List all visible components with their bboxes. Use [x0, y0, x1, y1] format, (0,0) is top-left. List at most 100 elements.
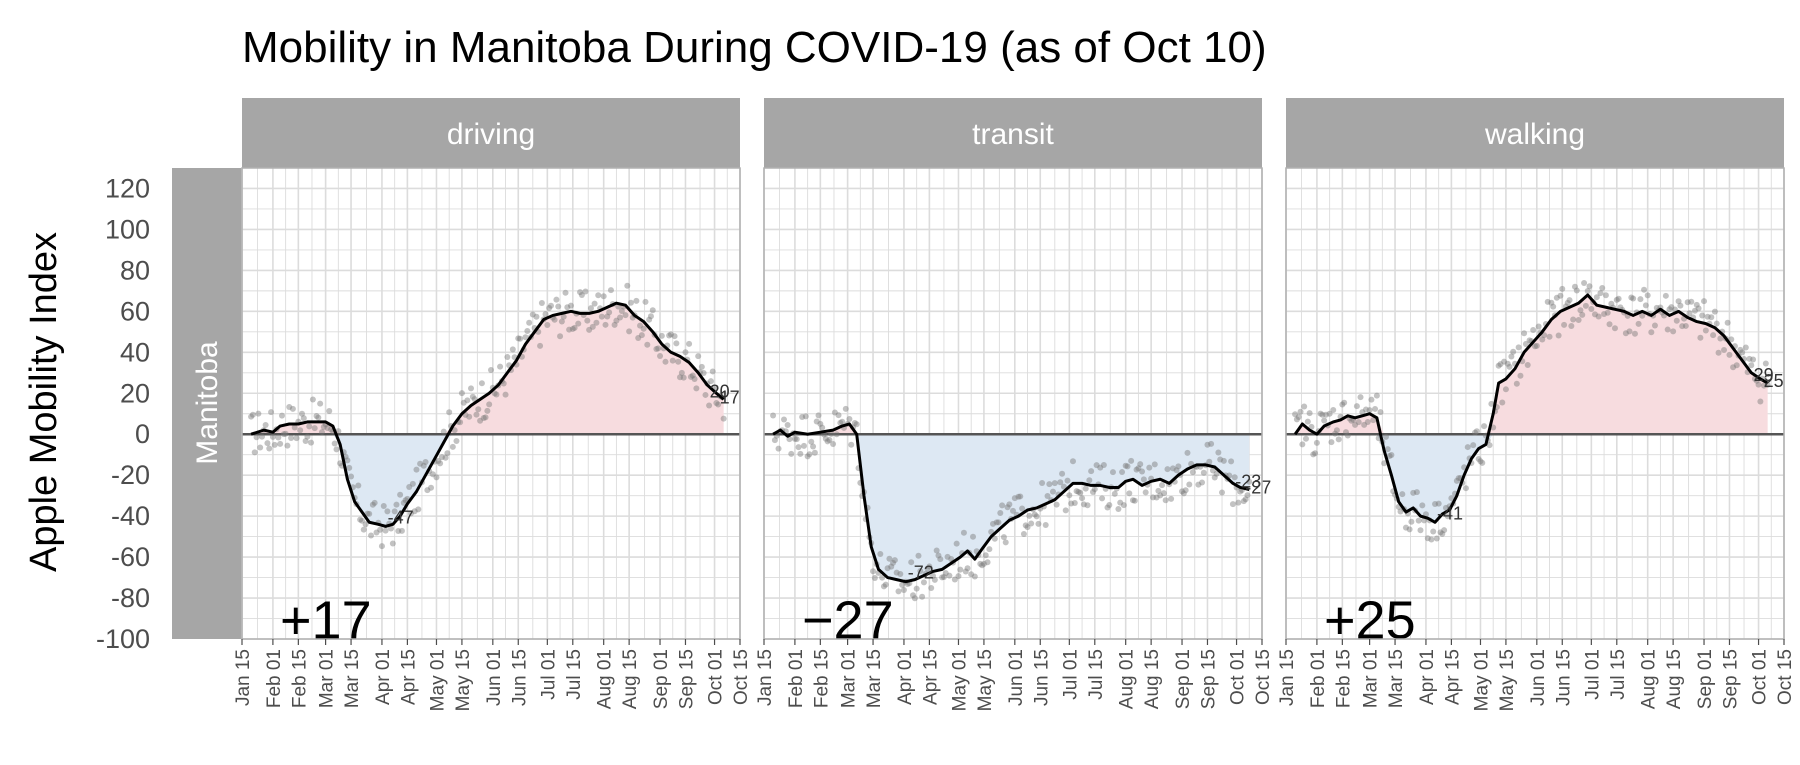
daily-point: [1111, 490, 1118, 497]
daily-point: [331, 440, 338, 447]
end-value-label: 25: [1764, 371, 1784, 391]
daily-point: [695, 353, 702, 360]
daily-point: [382, 527, 389, 534]
daily-point: [1579, 311, 1586, 318]
x-tick-label: May 15: [453, 649, 474, 711]
daily-point: [1462, 485, 1469, 492]
daily-point: [1162, 497, 1169, 504]
daily-point: [553, 296, 560, 303]
daily-point: [1715, 349, 1722, 356]
daily-point: [1501, 358, 1508, 365]
daily-point: [1630, 295, 1637, 302]
x-tick-label: Jun 01: [1006, 649, 1027, 706]
daily-point: [1397, 508, 1404, 515]
daily-point: [1235, 499, 1242, 506]
daily-point: [1211, 474, 1218, 481]
x-tick-label: Jul 15: [1608, 649, 1629, 700]
daily-point: [253, 434, 260, 441]
daily-point: [1160, 490, 1167, 497]
daily-point: [811, 449, 818, 456]
end-value-label: 20: [710, 381, 730, 401]
daily-point: [1088, 468, 1095, 475]
daily-point: [346, 464, 353, 471]
daily-point: [1292, 411, 1299, 418]
daily-point: [1439, 530, 1446, 537]
daily-point: [1486, 442, 1493, 449]
daily-point: [368, 532, 375, 539]
daily-point: [284, 442, 291, 449]
daily-point: [940, 573, 947, 580]
daily-point: [1762, 360, 1769, 367]
daily-point: [591, 300, 598, 307]
daily-point: [433, 474, 440, 481]
daily-point: [1135, 465, 1142, 472]
daily-point: [1417, 527, 1424, 534]
daily-point: [1539, 336, 1546, 343]
daily-point: [957, 566, 964, 573]
daily-point: [409, 480, 416, 487]
daily-point: [706, 402, 713, 409]
daily-point: [879, 574, 886, 581]
daily-point: [1384, 446, 1391, 453]
daily-point: [1686, 310, 1693, 317]
daily-point: [315, 414, 322, 421]
facet-strip-label: walking: [1484, 118, 1585, 151]
daily-point: [1333, 427, 1340, 434]
daily-point: [1502, 386, 1509, 393]
daily-point: [1599, 285, 1606, 292]
row-strip-label: Manitoba: [191, 341, 224, 465]
daily-point: [429, 471, 436, 478]
daily-point: [360, 526, 367, 533]
daily-point: [971, 573, 978, 580]
daily-point: [1710, 332, 1717, 339]
daily-point: [348, 473, 355, 480]
daily-point: [1195, 481, 1202, 488]
daily-point: [415, 506, 422, 513]
x-tick-label: May 01: [1471, 649, 1492, 711]
y-tick-label: -40: [111, 501, 150, 531]
daily-point: [1472, 429, 1479, 436]
daily-point: [1602, 292, 1609, 299]
daily-point: [819, 424, 826, 431]
daily-point: [662, 358, 669, 365]
daily-point: [1588, 306, 1595, 313]
daily-point: [277, 440, 284, 447]
daily-point: [1455, 475, 1462, 482]
daily-point: [300, 415, 307, 422]
daily-point: [522, 334, 529, 341]
daily-point: [919, 593, 926, 600]
daily-point: [1339, 401, 1346, 408]
daily-point: [318, 429, 325, 436]
x-tick-label: Apr 01: [373, 649, 394, 705]
daily-point: [795, 444, 802, 451]
daily-point: [1057, 479, 1064, 486]
daily-point: [257, 444, 264, 451]
daily-point: [1079, 495, 1086, 502]
daily-point: [357, 516, 364, 523]
x-tick-label: May 15: [975, 649, 996, 711]
daily-point: [1179, 488, 1186, 495]
daily-point: [1228, 458, 1235, 465]
daily-point: [1128, 457, 1135, 464]
daily-point: [1341, 399, 1348, 406]
daily-point: [1002, 539, 1009, 546]
daily-point: [1220, 457, 1227, 464]
daily-point: [637, 322, 644, 329]
y-tick-label: 100: [105, 214, 150, 244]
daily-point: [1622, 330, 1629, 337]
daily-point: [1153, 494, 1160, 501]
daily-point: [771, 437, 778, 444]
daily-point: [1708, 314, 1715, 321]
daily-point: [1344, 432, 1351, 439]
daily-point: [1342, 429, 1349, 436]
x-tick-label: Mar 01: [317, 649, 338, 708]
daily-point: [1306, 410, 1313, 417]
daily-point: [813, 418, 820, 425]
daily-point: [1742, 344, 1749, 351]
x-tick-label: Feb 15: [811, 649, 832, 708]
daily-point: [371, 499, 378, 506]
daily-point: [537, 342, 544, 349]
x-tick-label: May 01: [427, 649, 448, 711]
daily-point: [486, 401, 493, 408]
